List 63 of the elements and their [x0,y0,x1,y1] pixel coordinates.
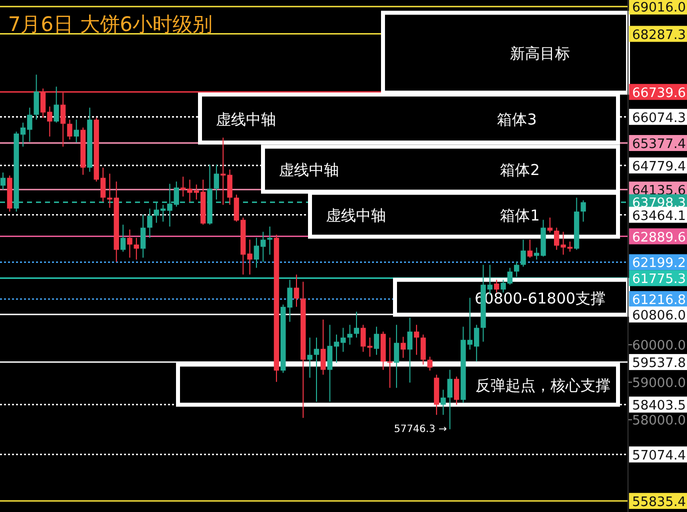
ref-line-label: 68287.3 [632,28,686,43]
candlestick [547,217,553,234]
candlestick [120,224,126,252]
annotation: 57746.3 → [394,424,447,436]
ref-line-label: 60806.0 [632,308,686,324]
ref-line-label: 57074.4 [632,448,686,464]
candlestick [67,119,72,140]
band-label: 新高目标 [510,44,570,63]
candlestick [407,317,412,384]
candlestick [427,356,432,372]
ref-line-label: 58403.5 [632,398,686,414]
candlestick [420,334,426,366]
ref-line-label: 69016.0 [632,0,686,16]
candlestick [494,279,500,294]
candlestick [414,324,420,356]
candlestick [454,376,460,406]
candlestick [394,324,400,388]
annotation: 虚线中轴 [326,206,386,225]
candlestick [134,237,139,260]
band-label: 反弹起点，核心支撑 [476,376,610,395]
candlestick [527,239,533,258]
candlestick [374,326,380,356]
candlestick [34,74,39,120]
candlestick [294,274,300,308]
candlestick [400,336,406,358]
candlestick [580,200,586,222]
candlestick [354,311,360,338]
band-label: 箱体2 [500,161,540,180]
candlestick [347,324,352,346]
candlestick [127,229,132,258]
candlestick [320,319,326,376]
ref-line-label: 64779.4 [632,159,686,174]
ref-line-label: 63798.3 [632,196,686,212]
candlestick [74,119,79,144]
band-label: 箱体3 [497,110,537,129]
candlestick [447,369,452,430]
candlestick [54,86,59,124]
ref-line-label: 63464.1 [632,208,686,224]
ref-line-label: 62199.2 [632,256,686,272]
ref-line-label: 59537.8 [632,356,686,372]
y-tick-label: 58000.0 [632,414,686,429]
candlestick [440,389,446,416]
ref-line-label: 61775.3 [632,272,686,288]
ref-line-label: 61216.8 [632,293,686,308]
candlestick [140,214,146,258]
ref-line-label: 62889.6 [632,230,686,246]
candlestick [314,337,320,402]
candlestick [147,208,152,238]
annotation: 虚线中轴 [279,161,339,180]
candlestick [307,337,312,378]
ref-line-label: 66074.3 [632,110,686,126]
annotation: 虚线中轴 [216,110,276,129]
y-tick-label: 59000.0 [632,376,686,392]
ref-line-label: 55835.4 [632,494,686,510]
ref-line-label: 66739.6 [632,86,686,101]
candlestick [520,239,526,268]
y-tick-label: 60000.0 [632,338,686,354]
band-label: 箱体1 [500,206,540,225]
ref-line-label: 65377.4 [632,137,686,152]
candlestick [514,261,520,278]
text: 7月6日 大饼6小时级别 [8,12,213,36]
candlestick [214,164,220,200]
candlestick [0,172,6,190]
